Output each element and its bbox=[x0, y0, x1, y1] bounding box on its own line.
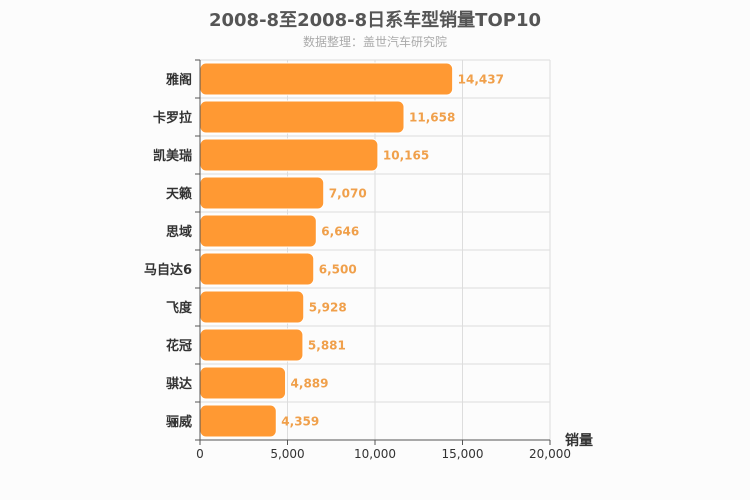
bar[interactable] bbox=[199, 100, 405, 134]
bar[interactable] bbox=[199, 62, 454, 96]
data-label: 10,165 bbox=[383, 149, 429, 163]
x-tick-label: 5,000 bbox=[270, 447, 304, 461]
data-label: 7,070 bbox=[329, 187, 367, 201]
bar[interactable] bbox=[199, 404, 277, 438]
category-label: 天籁 bbox=[166, 186, 192, 202]
category-label: 飞度 bbox=[166, 300, 193, 316]
bar[interactable] bbox=[199, 176, 325, 210]
data-label: 4,359 bbox=[281, 415, 319, 429]
category-label: 雅阁 bbox=[166, 72, 192, 88]
data-label: 5,928 bbox=[309, 301, 347, 315]
x-tick-label: 10,000 bbox=[354, 447, 396, 461]
x-tick-label: 15,000 bbox=[442, 447, 484, 461]
category-label: 思域 bbox=[166, 224, 192, 240]
bar[interactable] bbox=[199, 214, 317, 248]
chart-subtitle: 数据整理：盖世汽车研究院 bbox=[302, 35, 447, 49]
category-label: 凯美瑞 bbox=[153, 148, 192, 164]
data-label: 6,500 bbox=[319, 263, 357, 277]
data-label: 4,889 bbox=[291, 377, 329, 391]
data-label: 6,646 bbox=[321, 225, 359, 239]
category-label: 马自达6 bbox=[144, 262, 192, 278]
bar[interactable] bbox=[199, 252, 315, 286]
bar[interactable] bbox=[199, 138, 379, 172]
x-tick-label: 0 bbox=[196, 447, 204, 461]
bar[interactable] bbox=[199, 290, 305, 324]
bar[interactable] bbox=[199, 366, 287, 400]
x-tick-label: 20,000 bbox=[529, 447, 571, 461]
category-label: 花冠 bbox=[166, 338, 192, 354]
chart-title: 2008-8至2008-8日系车型销量TOP10 bbox=[208, 10, 541, 31]
data-label: 14,437 bbox=[458, 73, 504, 87]
data-label: 5,881 bbox=[308, 339, 346, 353]
category-label: 骐达 bbox=[166, 376, 192, 392]
x-axis-title: 销量 bbox=[565, 432, 593, 449]
data-label: 11,658 bbox=[409, 111, 455, 125]
bar[interactable] bbox=[199, 328, 304, 362]
category-label: 卡罗拉 bbox=[153, 110, 192, 126]
category-label: 骊威 bbox=[166, 414, 192, 430]
